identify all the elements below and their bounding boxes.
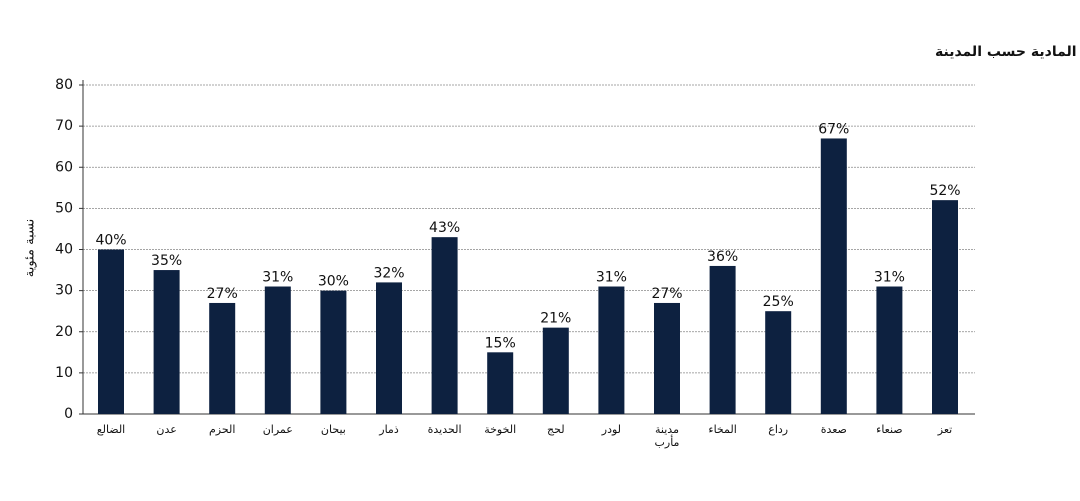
- y-tick-label: 30: [55, 283, 73, 299]
- y-tick-label: 40: [55, 242, 73, 258]
- y-tick-label: 50: [55, 200, 73, 216]
- x-tick-label: الضالع: [96, 423, 126, 436]
- y-axis-label: نسبة مئوية: [23, 219, 38, 277]
- x-tick-label: مدينة مأرب: [654, 423, 680, 449]
- value-label: 31%: [262, 270, 293, 286]
- value-label: 30%: [318, 274, 349, 290]
- bar: [654, 302, 680, 414]
- bar: [431, 237, 458, 414]
- x-tick-label: عمران: [262, 423, 293, 436]
- x-tick-label: ذمار: [379, 423, 399, 436]
- x-tick-label: صنعاء: [876, 423, 903, 436]
- value-label: 36%: [707, 249, 738, 265]
- bar: [820, 138, 847, 414]
- bar: [709, 265, 736, 414]
- y-tick-label: 0: [64, 406, 73, 422]
- x-tick-label: عدن: [156, 423, 177, 436]
- y-tick-label: 80: [55, 77, 73, 93]
- value-label: 27%: [651, 286, 682, 302]
- bar: [876, 286, 903, 414]
- value-label: 15%: [485, 335, 516, 351]
- bar: [376, 282, 402, 414]
- x-tick-label: المخاء: [708, 423, 737, 436]
- x-tick-label: لودر: [601, 423, 622, 436]
- x-tick-label: بيحان: [320, 423, 346, 436]
- bar: [264, 286, 291, 414]
- y-tick-label: 70: [55, 118, 73, 134]
- x-tick-label: الحديدة: [427, 423, 462, 436]
- bar: [598, 286, 625, 414]
- x-tick-label: صعدة: [820, 423, 847, 436]
- y-tick-label: 20: [55, 324, 73, 340]
- value-label: 32%: [373, 265, 404, 281]
- value-label: 31%: [596, 270, 627, 286]
- bar: [153, 270, 180, 414]
- bar: [932, 200, 958, 414]
- x-tick-label: لحج: [547, 423, 565, 436]
- value-label: 21%: [540, 311, 571, 327]
- value-label: 31%: [874, 270, 905, 286]
- x-tick-label: تعز: [937, 423, 953, 436]
- y-tick-label: 60: [55, 159, 73, 175]
- value-label: 25%: [763, 294, 794, 310]
- value-label: 35%: [151, 253, 182, 269]
- bar: [98, 249, 124, 414]
- value-label: 43%: [429, 220, 460, 236]
- x-tick-label: الخوخة: [484, 423, 517, 436]
- chart-title: مستويات الأضرار المادية حسب المدينة: [935, 43, 1080, 60]
- bar: [320, 290, 347, 414]
- bar: [765, 311, 792, 414]
- y-tick-label: 10: [55, 365, 73, 381]
- x-tick-label: الحزم: [208, 423, 236, 436]
- value-label: 67%: [818, 121, 849, 137]
- bar: [209, 302, 236, 414]
- value-label: 40%: [95, 233, 126, 249]
- value-label: 52%: [929, 183, 960, 199]
- x-tick-label: رداع: [768, 423, 789, 436]
- bar: [542, 327, 569, 414]
- bar: [487, 352, 514, 414]
- value-label: 27%: [207, 286, 238, 302]
